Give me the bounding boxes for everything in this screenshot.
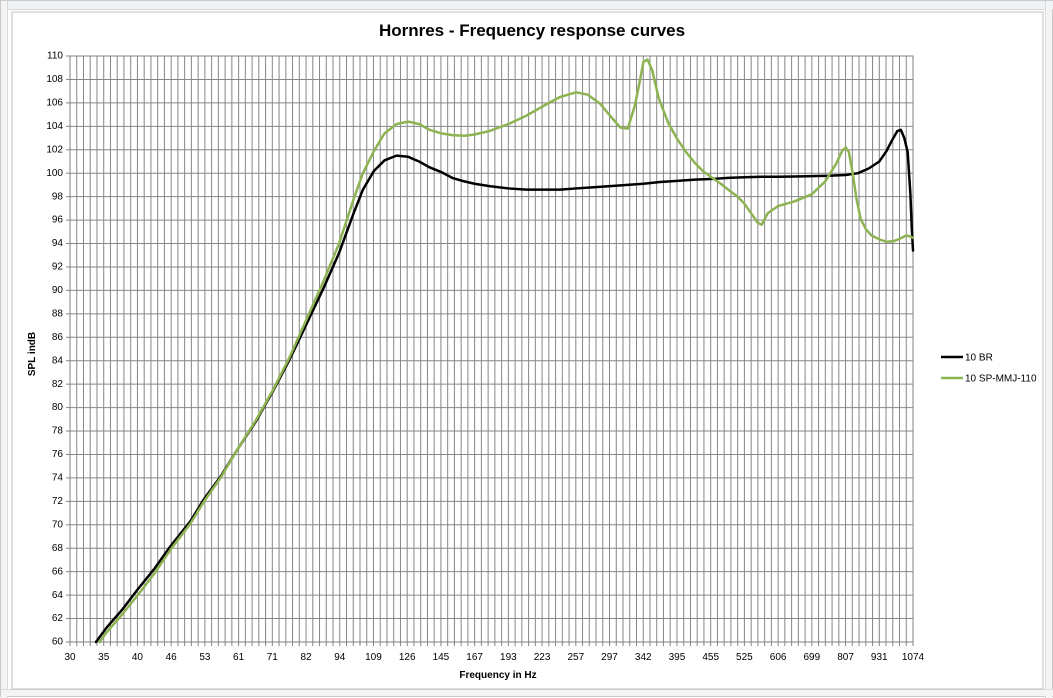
y-tick-label: 92 — [52, 262, 64, 273]
y-tick-label: 94 — [52, 238, 64, 249]
y-tick-label: 100 — [46, 168, 63, 179]
gridlines — [66, 55, 914, 646]
window-top-edge — [1, 1, 1053, 10]
series-line-10-sp-mmj-110 — [98, 58, 915, 644]
x-tick-label: 35 — [98, 652, 110, 663]
x-tick-label: 40 — [132, 652, 144, 663]
y-tick-label: 84 — [52, 355, 64, 366]
x-tick-label: 1074 — [902, 652, 925, 663]
y-tick-label: 80 — [52, 402, 64, 413]
y-tick-label: 68 — [52, 543, 64, 554]
y-tick-label: 64 — [52, 590, 64, 601]
y-tick-label: 108 — [46, 74, 63, 85]
y-tick-label: 102 — [46, 144, 63, 155]
y-tick-label: 78 — [52, 426, 64, 437]
window-right-edge — [1045, 1, 1052, 698]
x-tick-label: 297 — [601, 652, 618, 663]
y-axis-title: SPL indB — [27, 332, 38, 376]
y-tick-label: 96 — [52, 215, 64, 226]
x-tick-label: 606 — [770, 652, 787, 663]
x-tick-label: 699 — [803, 652, 820, 663]
window-left-edge — [1, 1, 8, 698]
y-tick-label: 104 — [46, 121, 63, 132]
chart-title: Hornres - Frequency response curves — [379, 21, 685, 40]
y-tick-label: 90 — [52, 285, 64, 296]
y-tick-label: 70 — [52, 519, 64, 530]
x-tick-label: 46 — [166, 652, 178, 663]
y-tick-label: 66 — [52, 566, 64, 577]
y-tick-label: 86 — [52, 332, 64, 343]
x-tick-label: 193 — [500, 652, 517, 663]
y-tick-label: 82 — [52, 379, 64, 390]
x-tick-label: 525 — [736, 652, 753, 663]
x-tick-label: 395 — [669, 652, 686, 663]
x-tick-labels: 30 35 40 46 53 61 71 82 94 109 126 145 167 193 223 257 2… — [64, 652, 924, 663]
chart-border — [11, 11, 1044, 690]
legend: 10 BR 10 SP-MMJ-110 — [941, 353, 1037, 385]
x-tick-label: 145 — [433, 652, 450, 663]
legend-label-10-br: 10 BR — [965, 353, 993, 364]
x-tick-label: 126 — [399, 652, 416, 663]
x-axis-title: Frequency in Hz — [459, 670, 536, 681]
x-tick-label: 167 — [466, 652, 483, 663]
legend-label-10-sp-mmj-110: 10 SP-MMJ-110 — [965, 374, 1037, 385]
x-tick-label: 53 — [199, 652, 211, 663]
y-tick-label: 88 — [52, 308, 64, 319]
x-tick-label: 257 — [567, 652, 584, 663]
y-tick-label: 76 — [52, 449, 64, 460]
x-tick-label: 94 — [334, 652, 346, 663]
x-tick-label: 455 — [702, 652, 719, 663]
x-tick-label: 931 — [871, 652, 888, 663]
x-tick-label: 82 — [300, 652, 312, 663]
y-tick-labels: 60 62 64 66 68 70 72 74 76 78 80 82 84 86 88 90 92 94 96 98… — [46, 51, 63, 648]
x-tick-label: 109 — [365, 652, 382, 663]
x-tick-label: 807 — [837, 652, 854, 663]
y-tick-label: 98 — [52, 191, 64, 202]
x-tick-label: 61 — [233, 652, 245, 663]
series-lines — [94, 58, 915, 644]
plot-area-border — [69, 55, 914, 643]
x-tick-label: 342 — [635, 652, 652, 663]
x-tick-label: 223 — [534, 652, 551, 663]
y-tick-label: 60 — [52, 637, 64, 648]
y-tick-label: 106 — [46, 98, 63, 109]
y-tick-label: 74 — [52, 473, 64, 484]
y-tick-label: 110 — [47, 51, 63, 62]
y-tick-label: 72 — [52, 496, 64, 507]
x-tick-label: 71 — [267, 652, 279, 663]
x-tick-label: 30 — [64, 652, 76, 663]
y-tick-label: 62 — [52, 613, 64, 624]
